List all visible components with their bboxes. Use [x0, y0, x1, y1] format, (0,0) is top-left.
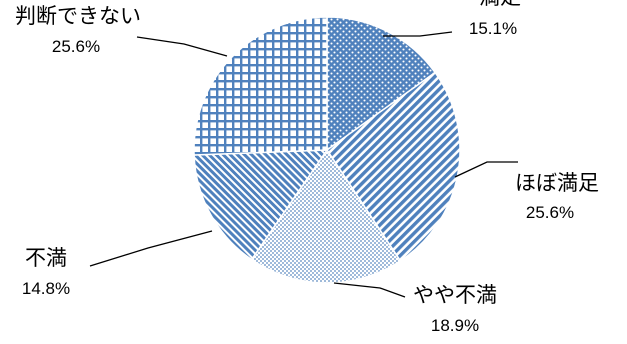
slice-category-label: ほぼ満足	[515, 171, 599, 195]
slice-labels: 満足 15.1% ほぼ満足 25.6% やや不満 18.9% 不満 14.8% 判断できない 25…	[15, 0, 599, 335]
slice-percent-label: 15.1%	[469, 19, 517, 38]
pie-slice-4	[193, 149, 329, 261]
slice-category-label: 判断できない	[15, 4, 141, 28]
leader-line-1	[383, 31, 453, 37]
leader-lines	[89, 31, 518, 298]
leader-line-2	[454, 161, 518, 178]
pie-slice-5	[193, 16, 328, 156]
leader-line-4	[89, 230, 213, 267]
pie-slice-3	[250, 148, 402, 284]
slice-category-label: 不満	[25, 246, 67, 270]
leader-line-3	[333, 282, 406, 298]
slice-percent-label: 25.6%	[526, 203, 574, 222]
slice-percent-label: 25.6%	[52, 37, 100, 56]
slice-percent-label: 14.8%	[22, 279, 70, 298]
slice-category-label: やや不満	[413, 283, 497, 307]
slice-category-label: 満足	[479, 0, 521, 9]
pie-slices	[193, 16, 461, 284]
slice-percent-label: 18.9%	[431, 316, 479, 335]
pie-slice-2	[325, 71, 461, 262]
leader-line-5	[136, 36, 228, 57]
pie-slice-1	[326, 16, 437, 152]
